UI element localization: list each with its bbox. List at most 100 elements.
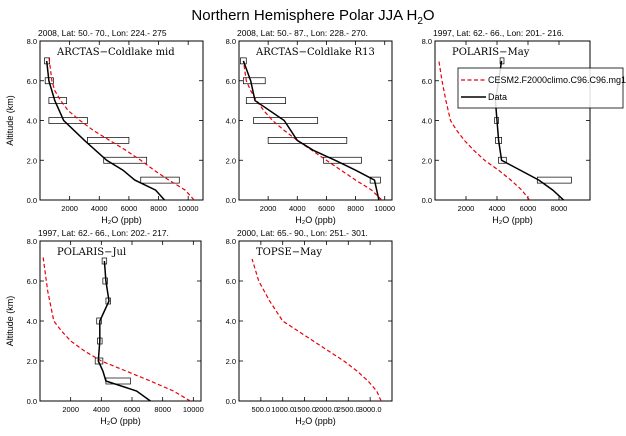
model-series-line bbox=[438, 60, 530, 200]
x-tick-label: 500.0 bbox=[251, 405, 270, 414]
panel-name: TOPSE−May bbox=[256, 247, 322, 258]
x-tick-label: 10000 bbox=[374, 204, 395, 213]
panel-4: 1997, Lat: 62.- 66., Lon: 202.- 217. 0.0 2… bbox=[5, 228, 204, 426]
y-tick-label: 6.0 bbox=[27, 277, 37, 286]
x-tick-label: 6000 bbox=[121, 204, 138, 213]
y-tick-label: 4.0 bbox=[226, 317, 236, 326]
panel-3: 1997, Lat: 62.- 66., Lon: 201.- 216. 0.0 2… bbox=[422, 28, 591, 225]
x-tick-label: 4000 bbox=[489, 204, 506, 213]
x-tick-label: 6000 bbox=[318, 204, 335, 213]
x-tick-label: 1500.0 bbox=[293, 405, 316, 414]
data-range-box bbox=[103, 156, 148, 164]
x-tick-label: 6000 bbox=[520, 204, 537, 213]
x-axis-label: H₂O (ppb) bbox=[101, 215, 142, 225]
model-series-line bbox=[48, 56, 195, 200]
y-tick-label: 8.0 bbox=[226, 237, 236, 246]
y-tick-label: 2.0 bbox=[27, 357, 37, 366]
x-axis-label: H₂O (ppb) bbox=[295, 416, 336, 426]
y-tick-label: 0.0 bbox=[422, 196, 432, 205]
panel-2: 2008, Lat: 50.- 87., Lon: 228.- 270. 0.0 2… bbox=[226, 28, 396, 225]
x-tick-label: 10000 bbox=[178, 204, 199, 213]
x-tick-label: 8000 bbox=[551, 204, 568, 213]
model-series-line bbox=[42, 256, 191, 401]
x-tick-label: 1000.0 bbox=[271, 405, 294, 414]
plot-area bbox=[44, 56, 195, 200]
x-tick-label: 10000 bbox=[183, 405, 204, 414]
y-tick-label: 4.0 bbox=[27, 117, 37, 126]
y-tick-label: 6.0 bbox=[27, 77, 37, 86]
plot-frame bbox=[238, 240, 393, 402]
y-tick-label: 4.0 bbox=[27, 317, 37, 326]
panel-header: 2008, Lat: 50.- 87., Lon: 228.- 270. bbox=[237, 28, 368, 38]
y-tick-label: 6.0 bbox=[226, 77, 236, 86]
data-series-line bbox=[97, 260, 151, 401]
data-range-box bbox=[240, 57, 247, 65]
plot-frame bbox=[238, 40, 393, 201]
panel-name: POLARIS−May bbox=[452, 47, 530, 58]
y-tick-label: 0.0 bbox=[226, 196, 236, 205]
panel-name: ARCTAS−Coldlake mid bbox=[56, 47, 175, 58]
x-tick-label: 8000 bbox=[347, 204, 364, 213]
legend-data-label: Data bbox=[488, 92, 507, 102]
x-tick-label: 2000.0 bbox=[315, 405, 338, 414]
panel-name: ARCTAS−Coldlake R13 bbox=[255, 47, 375, 58]
x-tick-label: 2500.0 bbox=[337, 405, 360, 414]
legend-box bbox=[457, 67, 624, 109]
panel-header: 2000, Lat: 65.- 90., Lon: 251.- 301. bbox=[237, 228, 368, 238]
x-tick-label: 3000.0 bbox=[359, 405, 382, 414]
data-range-box bbox=[105, 377, 131, 385]
model-series-line bbox=[251, 258, 382, 401]
plot-area bbox=[240, 57, 383, 200]
x-axis-label: H₂O (ppb) bbox=[492, 215, 533, 225]
y-tick-label: 8.0 bbox=[27, 37, 37, 46]
y-tick-label: 4.0 bbox=[422, 117, 432, 126]
y-tick-label: 4.0 bbox=[226, 117, 236, 126]
data-range-box bbox=[245, 97, 286, 104]
data-range-box bbox=[267, 137, 348, 144]
data-range-box bbox=[87, 137, 130, 144]
plot-area bbox=[42, 256, 191, 401]
x-tick-label: 2000 bbox=[61, 204, 78, 213]
x-tick-label: 6000 bbox=[124, 405, 141, 414]
plot-area bbox=[251, 258, 382, 401]
panel-header: 1997, Lat: 62.- 66., Lon: 201.- 216. bbox=[433, 28, 564, 38]
data-range-box bbox=[96, 317, 102, 325]
x-tick-label: 4000 bbox=[91, 204, 108, 213]
y-tick-label: 2.0 bbox=[27, 156, 37, 165]
y-tick-label: 6.0 bbox=[226, 277, 236, 286]
y-tick-label: 0.0 bbox=[27, 397, 37, 406]
y-tick-label: 2.0 bbox=[422, 156, 432, 165]
x-tick-label: 2000 bbox=[62, 405, 79, 414]
legend-model-label: CESM2.F2000climo.C96.C96.mg1 bbox=[488, 75, 626, 85]
y-tick-label: 0.0 bbox=[226, 397, 236, 406]
x-tick-label: 8000 bbox=[154, 405, 171, 414]
figure-title: Northern Hemisphere Polar JJA H2O bbox=[191, 7, 434, 27]
panel-header: 1997, Lat: 62.- 66., Lon: 202.- 217. bbox=[38, 228, 169, 238]
y-tick-label: 8.0 bbox=[422, 37, 432, 46]
model-series-line bbox=[242, 60, 383, 200]
data-range-box bbox=[536, 176, 572, 184]
x-tick-label: 4000 bbox=[93, 405, 110, 414]
panel-name: POLARIS−Jul bbox=[57, 247, 126, 258]
legend: CESM2.F2000climo.C96.C96.mg1 Data bbox=[457, 67, 626, 109]
panel-header: 2008, Lat: 50.- 70., Lon: 224.- 275 bbox=[38, 28, 167, 38]
x-tick-label: 2000 bbox=[260, 204, 277, 213]
y-tick-label: 0.0 bbox=[27, 196, 37, 205]
y-tick-label: 8.0 bbox=[27, 237, 37, 246]
plot-frame bbox=[39, 240, 202, 402]
data-range-box bbox=[48, 117, 88, 124]
y-tick-label: 8.0 bbox=[226, 37, 236, 46]
plot-frame bbox=[434, 40, 591, 201]
y-axis-label: Altitude (km) bbox=[5, 296, 15, 347]
panel-1: 2008, Lat: 50.- 70., Lon: 224.- 275 0.0 2.… bbox=[5, 28, 204, 225]
y-tick-label: 2.0 bbox=[226, 156, 236, 165]
panels-group: 2008, Lat: 50.- 70., Lon: 224.- 275 0.0 2.… bbox=[5, 28, 626, 426]
data-range-box bbox=[243, 77, 266, 85]
y-tick-label: 2.0 bbox=[226, 357, 236, 366]
data-range-box bbox=[499, 57, 505, 65]
data-range-box bbox=[48, 97, 68, 104]
y-tick-label: 6.0 bbox=[422, 77, 432, 86]
data-series-line bbox=[45, 60, 166, 200]
data-series-line bbox=[242, 60, 380, 200]
